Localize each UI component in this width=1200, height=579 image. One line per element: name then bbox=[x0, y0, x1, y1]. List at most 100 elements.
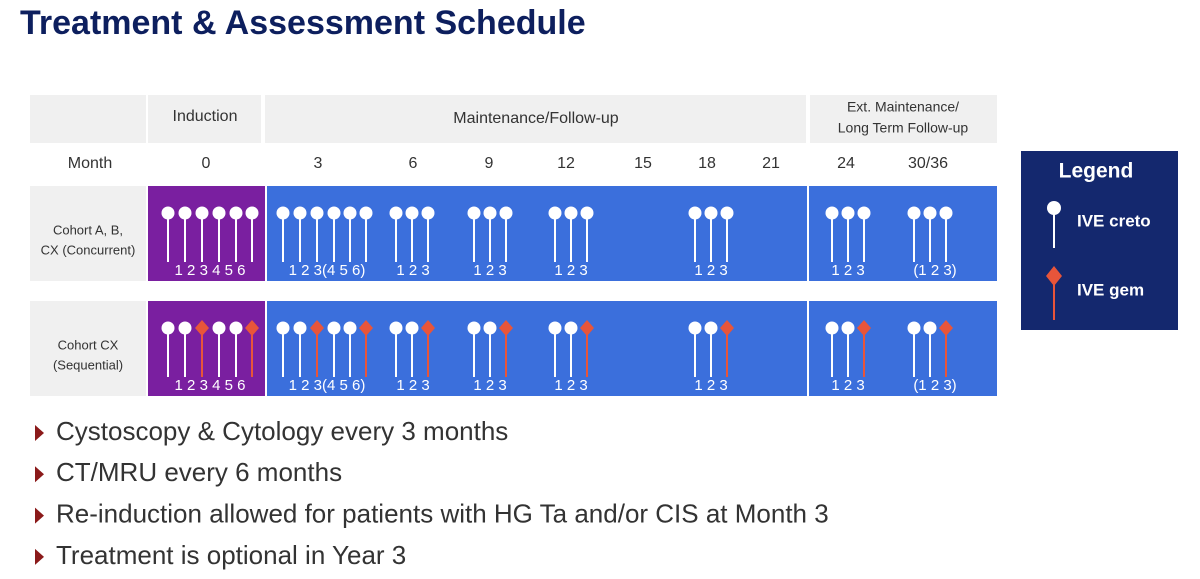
legend-pin bbox=[1047, 201, 1061, 215]
month: 0 bbox=[202, 155, 211, 172]
dose-label: 1 2 3 bbox=[473, 377, 506, 394]
creto-dose bbox=[161, 321, 175, 335]
dose-label: 1 2 3 4 5 6 bbox=[175, 377, 246, 394]
dose-label: 1 2 3 bbox=[831, 377, 864, 394]
creto-dose bbox=[343, 321, 357, 335]
dose-label: 1 2 3 bbox=[694, 377, 727, 394]
bullet: CT/MRU every 6 months bbox=[56, 457, 342, 487]
cohort-cell bbox=[30, 301, 146, 396]
creto-dose bbox=[389, 206, 403, 220]
month: 15 bbox=[634, 155, 652, 172]
gem-dose bbox=[359, 320, 373, 336]
creto-dose bbox=[841, 321, 855, 335]
cohort-label: Cohort A, B, bbox=[53, 222, 123, 237]
header-text: Long Term Follow-up bbox=[838, 120, 969, 136]
legend-item: IVE gem bbox=[1077, 280, 1144, 299]
bullet-arrow bbox=[35, 466, 44, 483]
header-cell bbox=[30, 95, 146, 143]
maintenance-band bbox=[267, 186, 997, 281]
creto-dose bbox=[923, 206, 937, 220]
month-label: Month bbox=[68, 155, 112, 172]
creto-dose bbox=[276, 321, 290, 335]
creto-dose bbox=[178, 321, 192, 335]
creto-dose bbox=[421, 206, 435, 220]
legend-item: IVE creto bbox=[1077, 211, 1151, 230]
cohort-label: Cohort CX bbox=[58, 337, 119, 352]
creto-dose bbox=[907, 321, 921, 335]
creto-dose bbox=[825, 206, 839, 220]
bullet-arrow bbox=[35, 548, 44, 565]
gem-dose bbox=[720, 320, 734, 336]
cohort-label: (Sequential) bbox=[53, 357, 123, 372]
dose-label: (1 2 3) bbox=[913, 262, 956, 279]
creto-dose bbox=[548, 321, 562, 335]
creto-dose bbox=[405, 206, 419, 220]
gem-dose bbox=[939, 320, 953, 336]
bullet: Cystoscopy & Cytology every 3 months bbox=[56, 416, 508, 446]
gem-dose bbox=[310, 320, 324, 336]
creto-dose bbox=[564, 206, 578, 220]
creto-dose bbox=[245, 206, 259, 220]
creto-dose bbox=[389, 321, 403, 335]
month: 12 bbox=[557, 155, 575, 172]
creto-dose bbox=[548, 206, 562, 220]
month: 24 bbox=[837, 155, 855, 172]
creto-dose bbox=[276, 206, 290, 220]
creto-dose bbox=[720, 206, 734, 220]
month: 30/36 bbox=[908, 155, 948, 172]
creto-dose bbox=[483, 206, 497, 220]
creto-dose bbox=[923, 321, 937, 335]
creto-dose bbox=[327, 206, 341, 220]
creto-dose bbox=[405, 321, 419, 335]
month: 18 bbox=[698, 155, 716, 172]
creto-dose bbox=[688, 206, 702, 220]
month: 6 bbox=[409, 155, 418, 172]
dose-label: 1 2 3 4 5 6 bbox=[175, 262, 246, 279]
header-cell bbox=[810, 95, 997, 143]
month: 3 bbox=[314, 155, 323, 172]
creto-dose bbox=[704, 206, 718, 220]
creto-dose bbox=[212, 206, 226, 220]
header-text: Ext. Maintenance/ bbox=[847, 99, 959, 115]
creto-dose bbox=[359, 206, 373, 220]
cohort-cell bbox=[30, 186, 146, 281]
creto-dose bbox=[229, 206, 243, 220]
header-text: Maintenance/Follow-up bbox=[453, 110, 619, 127]
creto-dose bbox=[195, 206, 209, 220]
dose-label: 1 2 3 bbox=[396, 262, 429, 279]
creto-dose bbox=[939, 206, 953, 220]
dose-label: 1 2 3 bbox=[694, 262, 727, 279]
gem-dose bbox=[499, 320, 513, 336]
creto-dose bbox=[857, 206, 871, 220]
dose-label: 1 2 3(4 5 6) bbox=[289, 262, 366, 279]
gem-dose bbox=[580, 320, 594, 336]
month: 21 bbox=[762, 155, 780, 172]
creto-dose bbox=[704, 321, 718, 335]
header-cell bbox=[265, 95, 806, 143]
dose-label: 1 2 3 bbox=[831, 262, 864, 279]
creto-dose bbox=[688, 321, 702, 335]
creto-dose bbox=[825, 321, 839, 335]
dose-label: 1 2 3 bbox=[473, 262, 506, 279]
gem-dose bbox=[857, 320, 871, 336]
legend-title: Legend bbox=[1059, 160, 1134, 183]
creto-dose bbox=[293, 321, 307, 335]
creto-dose bbox=[343, 206, 357, 220]
creto-dose bbox=[841, 206, 855, 220]
dose-label: (1 2 3) bbox=[913, 377, 956, 394]
dose-label: 1 2 3(4 5 6) bbox=[289, 377, 366, 394]
creto-dose bbox=[293, 206, 307, 220]
header-cell bbox=[148, 95, 261, 143]
creto-dose bbox=[229, 321, 243, 335]
bullet-arrow bbox=[35, 425, 44, 441]
month: 9 bbox=[485, 155, 494, 172]
creto-dose bbox=[310, 206, 324, 220]
bullet: Treatment is optional in Year 3 bbox=[56, 540, 406, 570]
creto-dose bbox=[467, 321, 481, 335]
creto-dose bbox=[212, 321, 226, 335]
bullet: Re-induction allowed for patients with H… bbox=[56, 498, 829, 528]
title: Treatment & Assessment Schedule bbox=[20, 4, 586, 42]
legend-diamond bbox=[1046, 266, 1062, 286]
creto-dose bbox=[467, 206, 481, 220]
